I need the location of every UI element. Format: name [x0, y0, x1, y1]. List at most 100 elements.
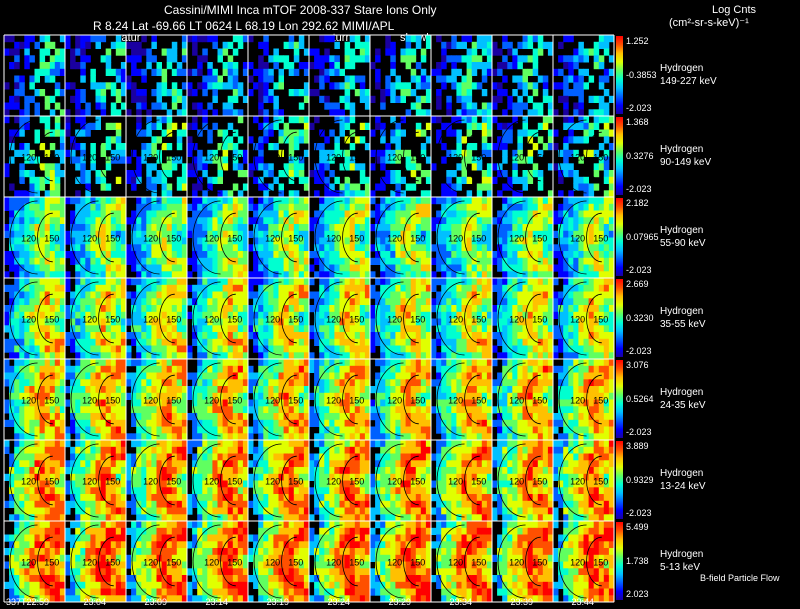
pixel	[85, 298, 91, 306]
pixel	[75, 244, 81, 252]
pixel	[527, 136, 534, 144]
pixel	[471, 197, 478, 205]
pixel	[126, 359, 132, 367]
pixel	[441, 284, 447, 292]
pixel	[212, 365, 218, 373]
pixel	[476, 244, 483, 252]
pixel	[278, 230, 284, 238]
pixel	[547, 203, 554, 211]
pixel	[273, 365, 279, 373]
pixel	[115, 109, 122, 117]
pixel	[334, 109, 340, 117]
angle-label-120: 120	[82, 396, 97, 406]
pixel	[146, 284, 152, 292]
pixel	[136, 237, 142, 245]
pixel	[207, 251, 213, 259]
pixel	[14, 271, 20, 279]
pixel	[507, 251, 513, 259]
pixel	[390, 210, 396, 218]
pixel	[268, 183, 274, 191]
angle-label-150: 150	[105, 396, 120, 406]
pixel	[502, 284, 508, 292]
pixel	[344, 197, 351, 205]
pixel	[232, 109, 239, 117]
pixel	[120, 251, 127, 259]
pixel	[232, 48, 239, 56]
pixel	[608, 230, 615, 238]
pixel	[19, 143, 25, 151]
pixel	[578, 284, 584, 292]
pixel	[278, 109, 284, 117]
angle-label-150: 150	[105, 315, 120, 325]
pixel	[65, 426, 71, 434]
pixel	[44, 257, 51, 265]
pixel	[100, 419, 107, 427]
pixel	[344, 244, 351, 252]
pixel	[207, 75, 213, 83]
pixel	[466, 291, 473, 299]
pixel	[115, 399, 122, 407]
angle-label-150: 150	[166, 396, 181, 406]
pixel	[349, 318, 356, 326]
pixel	[603, 109, 610, 117]
pixel	[9, 379, 15, 387]
pixel	[603, 75, 610, 83]
pixel	[608, 190, 615, 198]
pixel	[242, 386, 249, 394]
pixel	[161, 386, 168, 394]
pixel	[344, 325, 351, 333]
image-panel	[553, 35, 615, 117]
pixel	[248, 284, 254, 292]
pixel	[100, 149, 107, 157]
pixel	[293, 284, 300, 292]
pixel	[95, 35, 101, 43]
pixel	[100, 359, 107, 367]
pixel	[24, 156, 30, 164]
pixel	[364, 230, 371, 238]
pixel	[115, 413, 122, 421]
pixel	[471, 230, 478, 238]
pixel	[298, 230, 305, 238]
pixel	[24, 55, 30, 63]
pixel	[603, 136, 610, 144]
pixel	[136, 251, 142, 259]
pixel	[59, 426, 66, 434]
pixel	[263, 318, 269, 326]
pixel	[75, 413, 81, 421]
pixel	[456, 197, 462, 205]
pixel	[319, 291, 325, 299]
pixel	[410, 75, 417, 83]
pixel	[268, 365, 274, 373]
pixel	[339, 264, 345, 272]
angle-label-120: 120	[570, 234, 585, 244]
pixel	[268, 68, 274, 76]
pixel	[354, 55, 361, 63]
pixel	[461, 311, 467, 319]
pixel	[324, 311, 330, 319]
pixel	[451, 325, 457, 333]
pixel	[232, 386, 239, 394]
pixel	[542, 318, 549, 326]
pixel	[273, 217, 279, 225]
pixel	[395, 149, 401, 157]
pixel	[553, 163, 559, 171]
pixel	[583, 257, 589, 265]
pixel	[400, 271, 406, 279]
pixel	[187, 298, 193, 306]
pixel	[283, 244, 290, 252]
pixel	[59, 352, 66, 360]
pixel	[227, 433, 234, 441]
angle-label-120: 120	[265, 234, 280, 244]
pixel	[54, 325, 61, 333]
pixel	[75, 345, 81, 353]
pixel	[537, 170, 544, 178]
pixel	[461, 136, 467, 144]
image-panel: 120 150	[492, 197, 554, 279]
pixel	[166, 284, 173, 292]
pixel	[85, 197, 91, 205]
pixel	[207, 318, 213, 326]
pixel	[517, 149, 523, 157]
pixel	[293, 116, 300, 124]
pixel	[395, 190, 401, 198]
